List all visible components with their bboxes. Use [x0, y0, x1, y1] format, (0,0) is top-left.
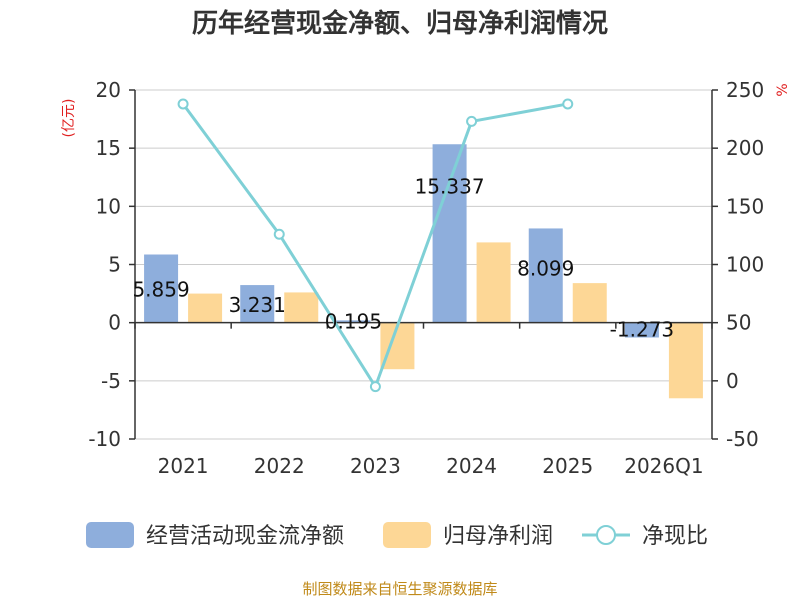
- bar-cashflow: [240, 285, 275, 323]
- data-label-cashflow: 15.337: [415, 174, 485, 198]
- category-label: 2021: [158, 454, 209, 478]
- right-tick-label: 0: [726, 369, 739, 393]
- legend-label-ratio: 净现比: [642, 524, 708, 549]
- legend-label-netprofit: 归母净利润: [443, 524, 553, 549]
- right-tick-label: 150: [726, 194, 764, 218]
- gridlines: [135, 89, 712, 440]
- ratio-point: [177, 98, 189, 110]
- right-tick-label: 250: [726, 78, 764, 102]
- ratio-point: [273, 228, 285, 240]
- source-note: 制图数据来自恒生聚源数据库: [302, 580, 497, 598]
- left-tick-label: 0: [108, 311, 121, 335]
- right-tick-label: -50: [726, 427, 759, 451]
- ratio-line: [177, 98, 574, 393]
- legend: 经营活动现金流净额 归母净利润 净现比: [86, 522, 708, 549]
- data-label-cashflow: 3.231: [229, 293, 286, 317]
- data-label-cashflow: 8.099: [517, 257, 574, 281]
- legend-swatch-netprofit: [383, 522, 431, 548]
- left-tick-label: -5: [101, 369, 121, 393]
- chart-title: 历年经营现金净额、归母净利润情况: [192, 8, 608, 39]
- legend-marker-ratio: [596, 525, 616, 545]
- bar-cashflow: [144, 254, 179, 323]
- right-tick-label: 50: [726, 311, 751, 335]
- bar-cashflow: [336, 320, 371, 323]
- bar-netprofit: [284, 292, 319, 323]
- bar-netprofit: [476, 242, 511, 323]
- right-tick-label: 100: [726, 253, 764, 277]
- bar-cashflow: [432, 144, 467, 323]
- left-tick-label: 10: [96, 194, 121, 218]
- category-label: 2022: [254, 454, 305, 478]
- right-tick-label: 200: [726, 136, 764, 160]
- left-tick-label: 20: [96, 78, 121, 102]
- category-label: 2023: [350, 454, 401, 478]
- bar-cashflow: [624, 322, 659, 338]
- data-label-cashflow: 0.195: [325, 310, 382, 334]
- bar-netprofit: [572, 283, 607, 323]
- data-label-cashflow: -1.273: [610, 318, 674, 342]
- left-tick-label: 5: [108, 253, 121, 277]
- ratio-point: [466, 115, 478, 127]
- left-tick-label: -10: [88, 427, 121, 451]
- category-label: 2025: [542, 454, 593, 478]
- legend-label-cashflow: 经营活动现金流净额: [146, 524, 344, 549]
- legend-swatch-cashflow: [86, 522, 134, 548]
- right-axis-unit: %: [775, 83, 791, 96]
- bars: [144, 144, 703, 399]
- data-labels: 5.859 3.231 0.195 15.337 8.099 -1.273: [132, 174, 674, 341]
- left-tick-label: 15: [96, 136, 121, 160]
- ratio-point: [562, 98, 574, 110]
- left-axis-unit: (亿元): [61, 99, 77, 138]
- bar-netprofit: [668, 322, 703, 399]
- bar-cashflow: [528, 228, 563, 323]
- category-label: 2024: [446, 454, 497, 478]
- ratio-point: [369, 381, 381, 393]
- category-label: 2026Q1: [624, 454, 703, 478]
- bar-netprofit: [188, 293, 223, 323]
- data-label-cashflow: 5.859: [132, 278, 189, 302]
